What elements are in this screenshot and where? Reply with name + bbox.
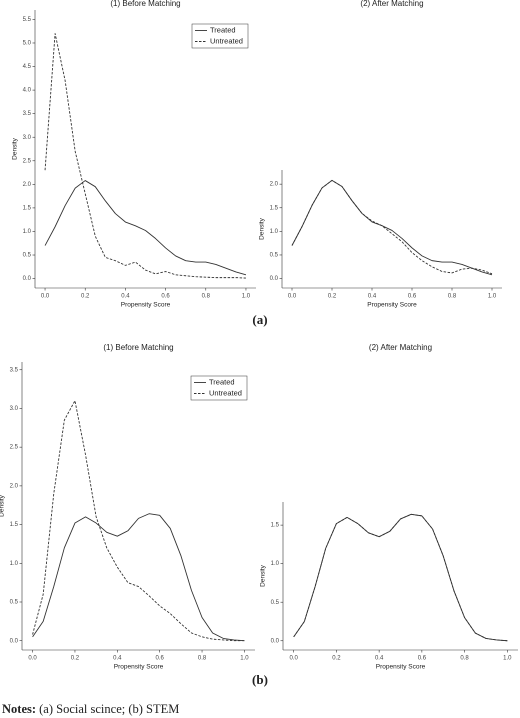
x-axis-title: Propensity Score (376, 664, 426, 671)
y-tick-label: 2.5 (10, 445, 19, 451)
y-tick-label: 1.5 (271, 523, 280, 529)
notes: Notes: (a) Social scince; (b) STEM (2, 702, 179, 716)
chart-title: (1) Before Matching (103, 343, 173, 352)
x-tick-label: 0.8 (198, 656, 207, 662)
x-tick-label: 0.2 (332, 656, 341, 662)
y-tick-label: 3.0 (23, 135, 32, 141)
y-tick-label: 0.5 (23, 253, 32, 259)
x-tick-label: 0.8 (460, 656, 469, 662)
y-axis-title: Density (260, 564, 267, 586)
y-tick-label: 1.0 (270, 229, 279, 235)
y-tick-label: 1.5 (270, 205, 279, 211)
x-tick-label: 0.0 (41, 294, 50, 300)
legend: Treated Untreated (190, 375, 248, 401)
x-tick-label: 1.0 (503, 656, 512, 662)
x-tick-label: 0.6 (156, 656, 165, 662)
chart-title: (2) After Matching (369, 343, 432, 352)
y-tick-label: 0.0 (271, 638, 280, 644)
y-tick-label: 5.0 (23, 41, 32, 47)
legend-box (191, 23, 249, 49)
x-tick-label: 0.4 (368, 294, 377, 300)
density-line (293, 513, 508, 642)
x-tick-label: 0.4 (375, 656, 384, 662)
y-axis-title: Density (0, 494, 6, 516)
x-tick-label: 1.0 (242, 294, 251, 300)
x-tick-label: 0.8 (448, 294, 457, 300)
x-tick-label: 0.8 (202, 294, 211, 300)
notes-text: (a) Social scince; (b) STEM (39, 702, 179, 716)
y-tick-label: 0.0 (23, 276, 32, 282)
density-line (32, 513, 245, 642)
legend: Treated Untreated (191, 23, 249, 49)
x-axis-title: Propensity Score (121, 302, 171, 309)
legend-label: Untreated (210, 36, 243, 45)
x-tick-label: 1.0 (240, 656, 249, 662)
x-tick-label: 0.6 (408, 294, 417, 300)
chart-title: (2) After Matching (360, 0, 423, 8)
y-tick-label: 1.0 (23, 229, 32, 235)
y-tick-label: 3.5 (10, 367, 19, 373)
x-tick-label: 1.0 (488, 294, 497, 300)
x-tick-label: 0.2 (81, 294, 90, 300)
x-tick-label: 0.0 (28, 656, 37, 662)
y-tick-label: 4.0 (23, 88, 32, 94)
density-line (291, 179, 493, 275)
x-tick-label: 0.6 (418, 656, 427, 662)
y-axis-title: Density (259, 217, 266, 239)
y-tick-label: 3.5 (23, 111, 32, 117)
x-tick-label: 0.2 (71, 656, 80, 662)
x-tick-label: 0.4 (113, 656, 122, 662)
x-tick-label: 0.2 (328, 294, 337, 300)
legend-label: Treated (210, 25, 236, 34)
y-tick-label: 1.5 (10, 522, 19, 528)
density-line (291, 179, 493, 276)
density-line (293, 513, 508, 642)
x-tick-label: 0.6 (161, 294, 170, 300)
y-tick-label: 1.5 (23, 205, 32, 211)
x-tick-label: 0.0 (288, 294, 297, 300)
y-tick-label: 0.5 (270, 253, 279, 259)
y-tick-label: 2.5 (23, 158, 32, 164)
y-tick-label: 5.5 (23, 17, 32, 23)
density-line (44, 33, 246, 279)
legend-label: Treated (209, 377, 235, 386)
y-tick-label: 1.0 (271, 561, 280, 567)
y-tick-label: 2.0 (270, 182, 279, 188)
notes-label: Notes: (2, 702, 36, 716)
density-line (44, 180, 247, 276)
x-tick-label: 0.4 (121, 294, 130, 300)
y-tick-label: 0.5 (271, 600, 280, 606)
legend-label: Untreated (209, 388, 242, 397)
y-tick-label: 0.0 (270, 276, 279, 282)
density-line (32, 400, 245, 642)
y-tick-label: 1.0 (10, 561, 19, 567)
panel-label: (a) (252, 312, 267, 327)
y-tick-label: 3.0 (10, 406, 19, 412)
y-tick-label: 4.5 (23, 64, 32, 70)
chart-title: (1) Before Matching (110, 0, 180, 8)
x-axis-title: Propensity Score (114, 664, 164, 671)
panel-label: (b) (252, 672, 268, 687)
x-axis-title: Propensity Score (367, 302, 417, 309)
y-tick-label: 0.0 (10, 638, 19, 644)
y-tick-label: 2.0 (23, 182, 32, 188)
y-tick-label: 0.5 (10, 600, 19, 606)
y-tick-label: 2.0 (10, 483, 19, 489)
y-axis-title: Density (12, 137, 19, 159)
x-tick-label: 0.0 (290, 656, 299, 662)
legend-box (190, 375, 248, 401)
